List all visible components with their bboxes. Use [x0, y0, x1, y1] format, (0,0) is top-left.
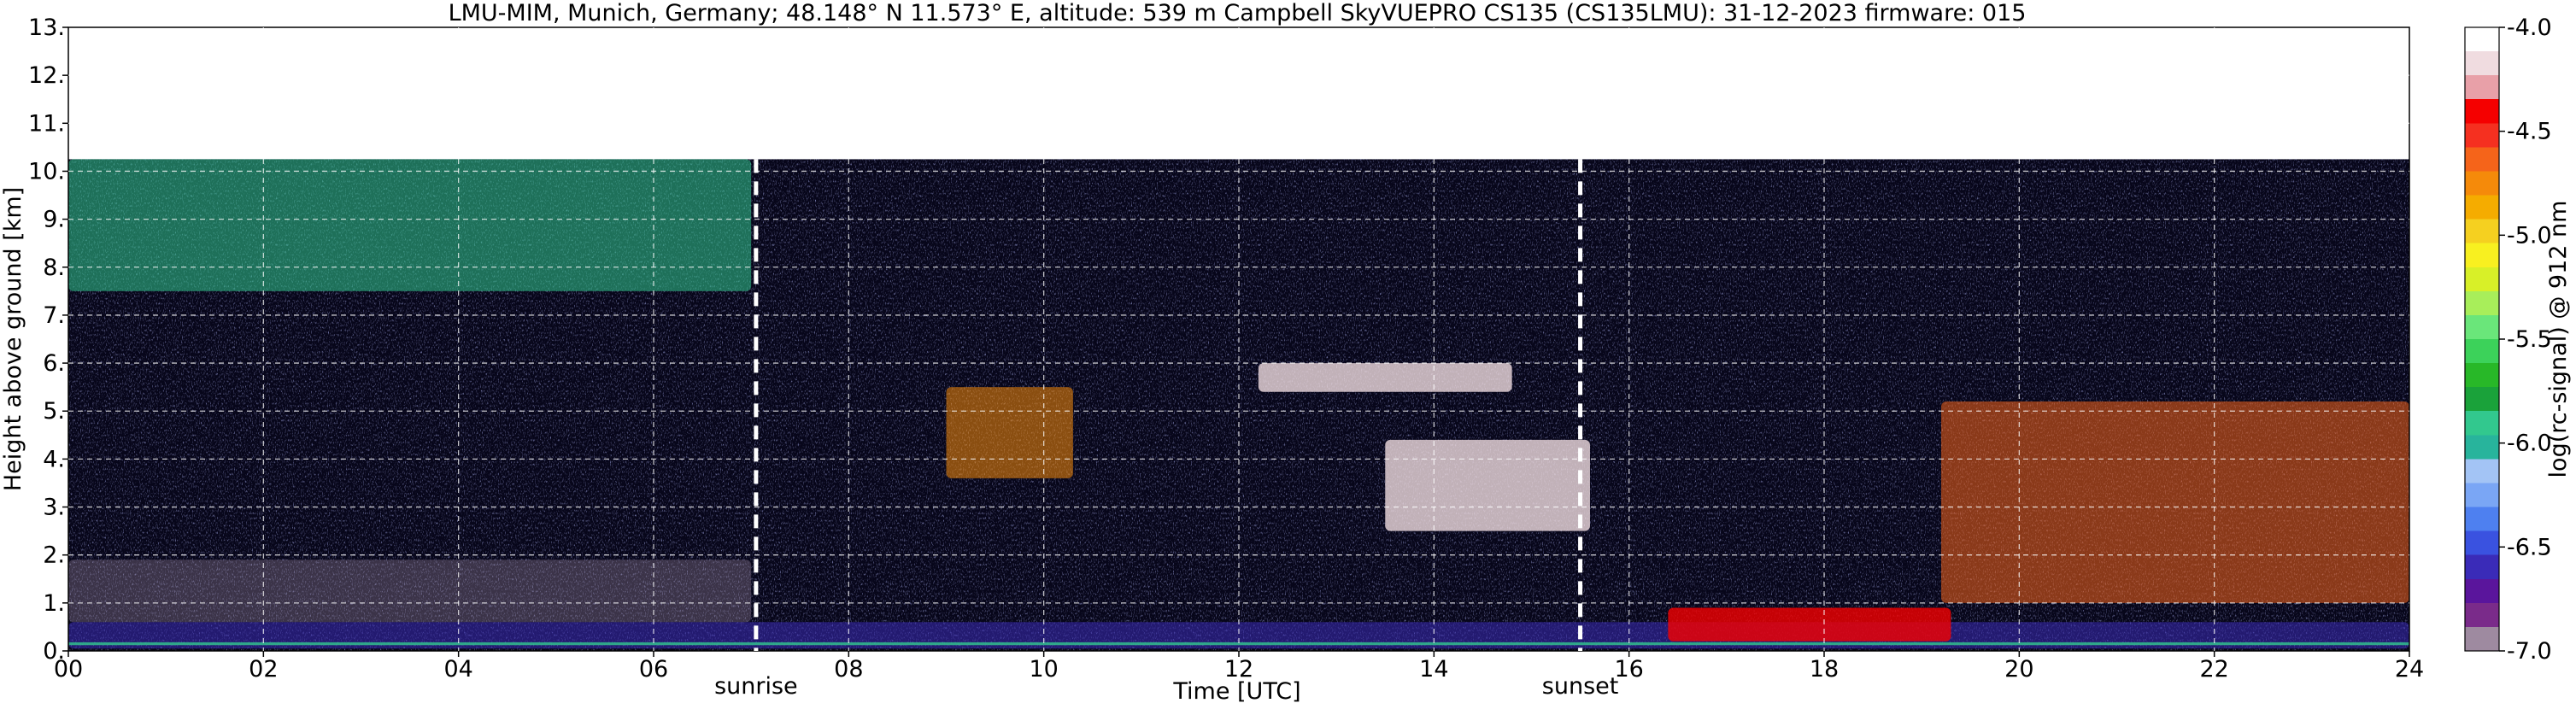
x-axis-label: Time [UTC]: [1172, 678, 1300, 705]
x-tick-label: 04: [443, 656, 472, 683]
colorbar: -4.0 -4.5 -5.0 -5.5 -6.0 -6.5 -7.0: [2464, 15, 2552, 665]
y-tick-label: 12.: [28, 62, 65, 89]
x-tick-label: 06: [639, 656, 668, 683]
sunset-label: sunset: [1542, 673, 1619, 700]
feature-cloud: [1385, 439, 1590, 531]
x-tick-label: 02: [249, 656, 278, 683]
y-axis-label: Height above ground [km]: [0, 187, 26, 491]
sunrise-label: sunrise: [714, 673, 798, 700]
y-tick-label: 6.: [43, 350, 65, 377]
colorbar-tick-label: -5.0: [2507, 222, 2552, 249]
y-tick-label: 8.: [43, 255, 65, 281]
feature-cirrus-fall-streak: [946, 387, 1073, 478]
x-tick-label: 20: [2004, 656, 2033, 683]
x-tick-label: 08: [834, 656, 863, 683]
x-tick-label: 12: [1224, 656, 1253, 683]
y-tick-label: 4.: [43, 446, 65, 472]
y-tick-label: 13.: [28, 15, 65, 41]
y-tick-label: 0.: [43, 638, 65, 665]
y-tick-label: 3.: [43, 495, 65, 521]
y-tick-label: 2.: [43, 542, 65, 569]
y-tick-label: 1.: [43, 590, 65, 617]
y-tick-label: 5.: [43, 398, 65, 425]
surface-band: [68, 642, 2409, 646]
x-tick-label: 22: [2199, 656, 2228, 683]
colorbar-tick-label: -4.0: [2507, 15, 2552, 41]
y-tick-label: 9.: [43, 207, 65, 233]
colorbar-tick-label: -7.0: [2507, 638, 2552, 665]
x-tick-label: 24: [2395, 656, 2424, 683]
feature-cloud: [1258, 363, 1512, 392]
x-tick-label: 16: [1614, 656, 1643, 683]
time-markers: sunrise sunset: [714, 159, 1618, 700]
y-tick-label: 10.: [28, 158, 65, 185]
x-axis-ticks: 00 02 04 06 08 10 12 14 16 18 20 22 24: [54, 651, 2424, 683]
x-tick-label: 00: [54, 656, 83, 683]
feature-residual-layer: [68, 560, 752, 623]
colorbar-label: log(rc-signal) @ 912 nm: [2545, 201, 2572, 478]
feature-low-cloud: [1668, 607, 1951, 642]
grid: [68, 27, 2409, 651]
colorbar-gradient: [2464, 26, 2500, 652]
x-tick-label: 14: [1419, 656, 1448, 683]
feature-rising-aerosol-cloud-layer: [1941, 401, 2409, 603]
feature-cirrus: [68, 159, 752, 291]
colorbar-tick-label: -5.5: [2507, 326, 2552, 353]
y-tick-label: 11.: [28, 110, 65, 137]
colorbar-tick-label: -4.5: [2507, 119, 2552, 145]
y-tick-label: 7.: [43, 302, 65, 329]
chart-title: LMU-MIM, Munich, Germany; 48.148° N 11.5…: [449, 0, 2027, 26]
colorbar-tick-label: -6.0: [2507, 431, 2552, 457]
x-tick-label: 18: [1810, 656, 1839, 683]
y-axis-ticks: 0. 1. 2. 3. 4. 5. 6. 7. 8. 9. 10. 11. 12. 13.: [28, 15, 68, 665]
colorbar-tick-label: -6.5: [2507, 534, 2552, 560]
x-tick-label: 10: [1029, 656, 1058, 683]
